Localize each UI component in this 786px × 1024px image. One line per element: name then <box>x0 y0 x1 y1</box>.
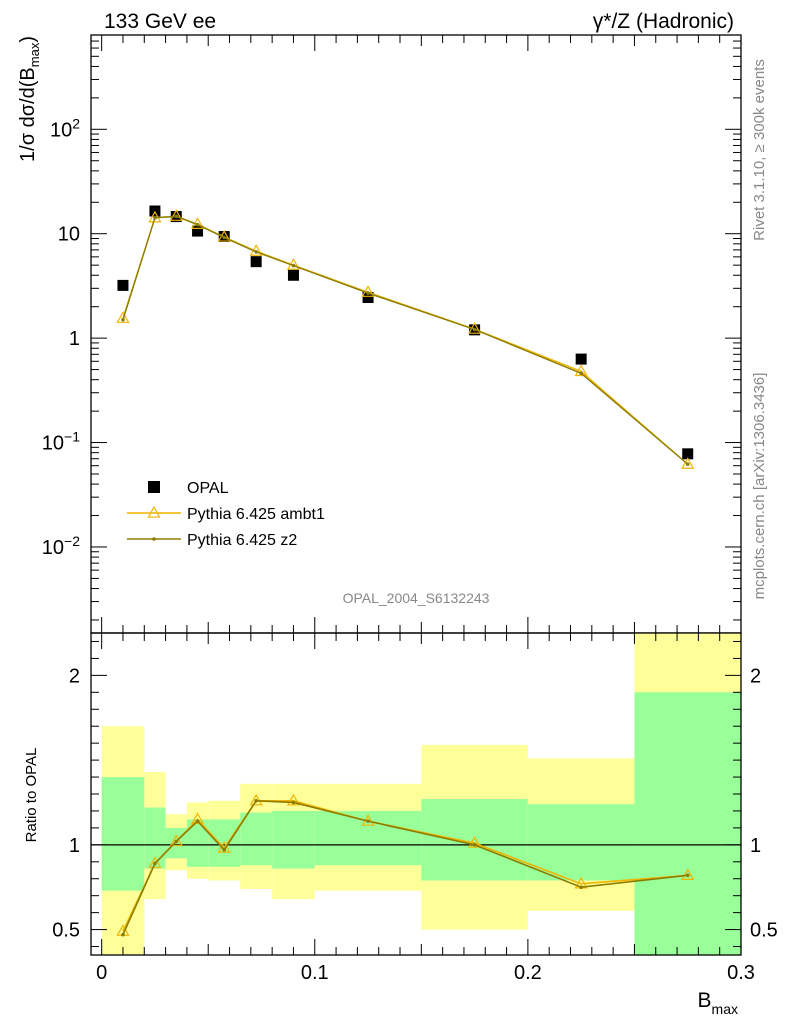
z2-main-point <box>579 371 583 376</box>
ambt1-ratio-point <box>190 812 205 825</box>
ratio-xlabel-sub: max <box>712 1001 738 1017</box>
legend-label-ambt1: Pythia 6.425 ambt1 <box>187 506 325 523</box>
main-plot-axes: 10−2 10−1 1 10 102 <box>42 34 742 634</box>
z2-ratio-point <box>366 819 370 823</box>
mcplots-reference-label: mcplots.cern.ch [arXiv:1306.3436] <box>751 373 768 600</box>
z2-main-point <box>291 263 296 268</box>
ambt1-main-point <box>574 364 588 377</box>
opal-data-point <box>287 269 299 281</box>
z2-main-line <box>122 215 689 465</box>
legend-label-data: OPAL <box>187 480 229 497</box>
main-plot-series <box>116 205 695 469</box>
z2-main-point <box>195 222 200 227</box>
z2-ratio-point <box>174 839 179 844</box>
z2-main-point <box>472 327 477 332</box>
main-ytick-label: 1 <box>69 328 80 350</box>
z2-ratio-point <box>291 800 296 805</box>
legend-opal-marker <box>148 481 160 493</box>
ratio-xtick-label: 0.2 <box>514 962 542 984</box>
opal-data-point <box>250 256 262 268</box>
main-ylabel-close: ) <box>17 36 39 43</box>
ambt1-ratio-point <box>286 793 301 806</box>
z2-main-point <box>153 216 157 220</box>
ratio-xtick-label: 0.1 <box>301 962 329 984</box>
ambt1-main-point <box>681 457 695 469</box>
z2-main-point <box>121 317 125 322</box>
ambt1-ratio-point <box>148 856 162 869</box>
ambt1-ratio-point <box>681 868 695 880</box>
ambt1-main-point <box>116 311 130 323</box>
ambt1-ratio-point <box>169 834 183 847</box>
main-ylabel-sub: max <box>27 42 42 67</box>
z2-ratio-point <box>153 861 157 866</box>
opal-data-point <box>192 225 204 237</box>
ratio-ytick-label-left: 0.5 <box>52 920 80 942</box>
band-inner <box>101 777 145 891</box>
z2-ratio-point <box>472 843 477 847</box>
legend-z2-marker <box>152 537 156 541</box>
plot-title-left: 133 GeV ee <box>104 10 216 33</box>
main-ytick-label: 10−1 <box>42 429 80 455</box>
main-ytick-label: 10−2 <box>42 533 80 559</box>
band-inner <box>272 810 315 869</box>
legend: OPAL Pythia 6.425 ambt1 Pythia 6.425 z2 <box>127 480 325 549</box>
ratio-xlabel: Bmax <box>698 989 738 1017</box>
band-inner <box>634 692 741 955</box>
band-inner <box>527 804 635 881</box>
band-inner <box>314 810 422 866</box>
ratio-ytick-label-right: 1 <box>750 835 761 857</box>
z2-main-point <box>366 291 370 295</box>
z2-ratio-point <box>685 873 690 878</box>
ratio-ytick-label-left: 2 <box>69 665 80 687</box>
ratio-xtick-label: 0.3 <box>727 962 755 984</box>
band-inner <box>421 799 528 881</box>
ratio-plot-series <box>116 793 695 937</box>
z2-ratio-point <box>579 885 583 890</box>
ratio-uncertainty-bands <box>91 633 741 955</box>
main-ylabel-text: 1/σ dσ/d(B <box>17 67 39 162</box>
ratio-ytick-label-right: 2 <box>750 665 761 687</box>
opal-data-point <box>362 291 374 303</box>
ambt1-ratio-point <box>467 836 482 848</box>
z2-main-point <box>254 250 258 254</box>
ratio-ytick-label-left: 1 <box>69 835 80 857</box>
band-inner <box>240 812 273 866</box>
ratio-plot-axes: 0 0.1 0.2 0.3 0.5 0.5 1 1 2 2 <box>52 632 778 984</box>
ambt1-main-line <box>122 215 689 465</box>
band-inner <box>144 807 166 869</box>
legend-label-z2: Pythia 6.425 z2 <box>187 532 297 549</box>
opal-data-point <box>575 353 587 365</box>
z2-ratio-point <box>195 819 200 823</box>
ratio-xlabel-text: B <box>698 989 712 1012</box>
analysis-watermark: OPAL_2004_S6132243 <box>343 590 490 606</box>
opal-data-point <box>117 279 129 291</box>
z2-main-point <box>685 462 690 467</box>
ratio-xtick-label: 0 <box>96 962 107 984</box>
ratio-ylabel: Ratio to OPAL <box>23 748 40 843</box>
z2-ratio-point <box>254 798 258 803</box>
rivet-version-label: Rivet 3.1.10, ≥ 300k events <box>751 59 768 241</box>
ambt1-main-point <box>169 209 183 221</box>
z2-ratio-point <box>222 848 226 852</box>
band-inner <box>186 819 209 867</box>
legend-ambt1-marker <box>147 505 161 518</box>
z2-ratio-point <box>121 932 125 937</box>
ratio-ytick-label-right: 0.5 <box>750 920 778 942</box>
plot-title-right: γ*/Z (Hadronic) <box>593 10 734 33</box>
z2-main-point <box>222 235 226 240</box>
ambt1-ratio-point <box>249 793 263 806</box>
main-ytick-label: 10 <box>58 224 80 246</box>
z2-main-point <box>174 214 179 219</box>
main-ytick-label: 102 <box>50 115 80 141</box>
main-ylabel: 1/σ dσ/d(Bmax) <box>17 36 42 162</box>
opal-data-point <box>682 448 694 460</box>
